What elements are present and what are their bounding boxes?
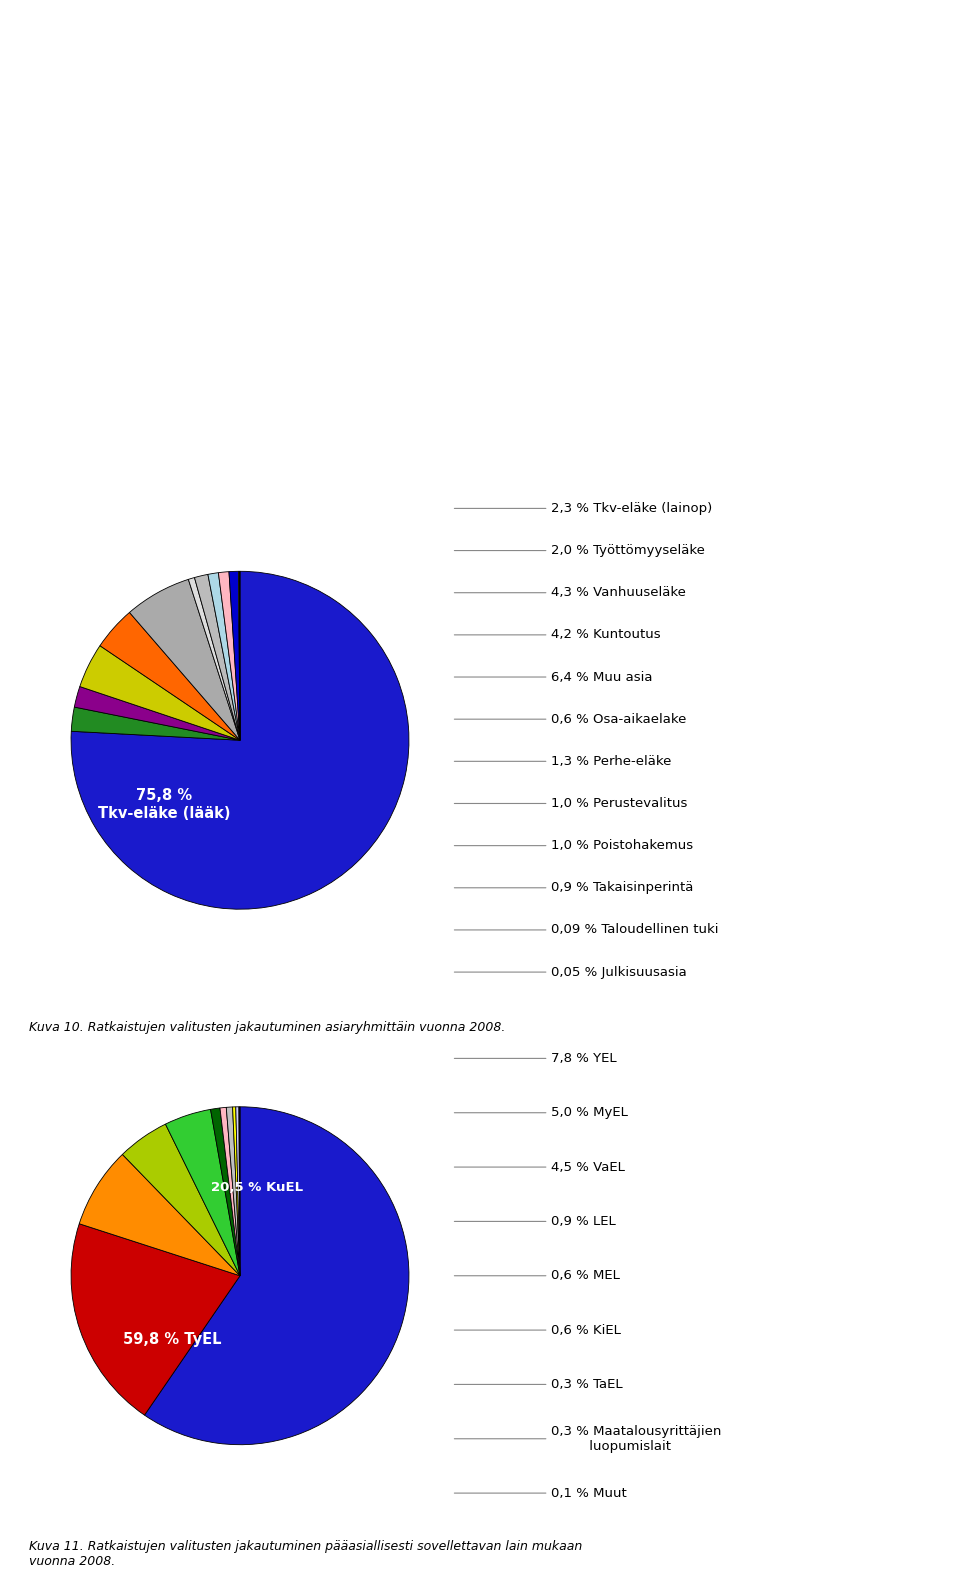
Wedge shape xyxy=(80,1154,240,1276)
Wedge shape xyxy=(220,1107,240,1276)
Text: 1,0 % Perustevalitus: 1,0 % Perustevalitus xyxy=(454,797,687,810)
Wedge shape xyxy=(100,613,240,740)
Wedge shape xyxy=(80,646,240,740)
Text: 7,8 % YEL: 7,8 % YEL xyxy=(454,1052,617,1065)
Text: 20,5 % KuEL: 20,5 % KuEL xyxy=(211,1181,303,1194)
Text: Kuva 11. Ratkaistujen valitusten jakautuminen pääasiallisesti sovellettavan lain: Kuva 11. Ratkaistujen valitusten jakautu… xyxy=(29,1540,582,1569)
Text: 1,0 % Poistohakemus: 1,0 % Poistohakemus xyxy=(454,839,693,852)
Text: 1,3 % Perhe-eläke: 1,3 % Perhe-eläke xyxy=(454,754,672,769)
Wedge shape xyxy=(123,1125,240,1276)
Wedge shape xyxy=(71,707,240,740)
Text: 0,6 % KiEL: 0,6 % KiEL xyxy=(454,1323,621,1337)
Wedge shape xyxy=(71,572,409,909)
Wedge shape xyxy=(210,1107,240,1276)
Text: 4,5 % VaEL: 4,5 % VaEL xyxy=(454,1161,625,1173)
Text: 2,3 % Tkv-eläke (lainop): 2,3 % Tkv-eläke (lainop) xyxy=(454,502,712,515)
Text: 0,6 % MEL: 0,6 % MEL xyxy=(454,1269,620,1282)
Text: 6,4 % Muu asia: 6,4 % Muu asia xyxy=(454,671,653,684)
Wedge shape xyxy=(218,572,240,740)
Text: 0,3 % TaEL: 0,3 % TaEL xyxy=(454,1378,623,1391)
Text: 0,9 % LEL: 0,9 % LEL xyxy=(454,1214,616,1228)
Text: 4,3 % Vanhuuseläke: 4,3 % Vanhuuseläke xyxy=(454,586,686,598)
Text: 59,8 % TyEL: 59,8 % TyEL xyxy=(123,1332,222,1348)
Wedge shape xyxy=(188,578,240,740)
Wedge shape xyxy=(195,575,240,740)
Wedge shape xyxy=(229,572,240,740)
Text: Kuva 10. Ratkaistujen valitusten jakautuminen asiaryhmittäin vuonna 2008.: Kuva 10. Ratkaistujen valitusten jakautu… xyxy=(29,1021,505,1033)
Wedge shape xyxy=(130,580,240,740)
Wedge shape xyxy=(239,1107,240,1276)
Text: 2,0 % Työttömyyseläke: 2,0 % Työttömyyseläke xyxy=(454,543,706,558)
Wedge shape xyxy=(74,687,240,740)
Wedge shape xyxy=(227,1107,240,1276)
Text: 0,05 % Julkisuusasia: 0,05 % Julkisuusasia xyxy=(454,965,687,978)
Wedge shape xyxy=(232,1107,240,1276)
Wedge shape xyxy=(145,1107,409,1444)
Text: 0,09 % Taloudellinen tuki: 0,09 % Taloudellinen tuki xyxy=(454,923,719,937)
Wedge shape xyxy=(236,1107,240,1276)
Text: 0,9 % Takaisinperintä: 0,9 % Takaisinperintä xyxy=(454,882,694,895)
Text: 5,0 % MyEL: 5,0 % MyEL xyxy=(454,1106,628,1120)
Wedge shape xyxy=(71,1224,240,1414)
Wedge shape xyxy=(208,573,240,740)
Text: 0,3 % Maatalousyrittäjien
         luopumislait: 0,3 % Maatalousyrittäjien luopumislait xyxy=(454,1425,722,1452)
Wedge shape xyxy=(238,572,240,740)
Text: 0,6 % Osa-aikaelake: 0,6 % Osa-aikaelake xyxy=(454,712,686,726)
Text: 4,2 % Kuntoutus: 4,2 % Kuntoutus xyxy=(454,628,661,641)
Wedge shape xyxy=(165,1109,240,1276)
Text: 0,1 % Muut: 0,1 % Muut xyxy=(454,1487,627,1499)
Text: 75,8 %
Tkv-eläke (lääk): 75,8 % Tkv-eläke (lääk) xyxy=(98,788,230,821)
